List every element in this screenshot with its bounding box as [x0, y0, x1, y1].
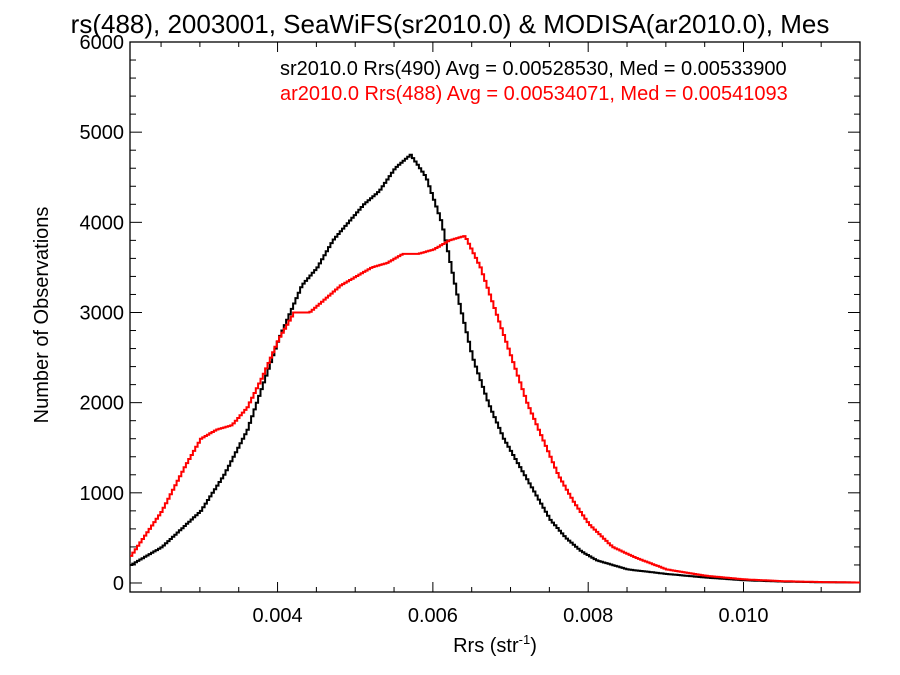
y-tick-label: 5000 [80, 122, 125, 144]
x-axis-ticks: 0.004 0.006 0.008 0.010 [160, 42, 861, 627]
plot-frame [129, 41, 861, 593]
y-tick-label: 1000 [80, 483, 125, 505]
x-tick-label: 0.010 [718, 605, 768, 627]
y-tick-label: 0 [113, 573, 124, 595]
series-line-0 [130, 153, 860, 584]
x-axis-label-superscript: -1 [519, 632, 531, 647]
legend-entry-sr2010: sr2010.0 Rrs(490) Avg = 0.00528530, Med … [280, 58, 787, 80]
y-axis-label: Number of Observations [31, 207, 53, 424]
y-tick-label: 2000 [80, 393, 125, 415]
y-tick-label: 3000 [80, 302, 125, 324]
series-layer [130, 153, 860, 584]
x-axis-label-close: ) [530, 635, 537, 657]
series-line-1 [130, 235, 860, 584]
y-axis-ticks: 0 1000 2000 3000 4000 5000 6000 [80, 32, 860, 595]
x-axis-label: Rrs (str-1) [453, 632, 537, 657]
y-tick-label: 4000 [80, 212, 125, 234]
x-axis-label-text: Rrs (str [453, 635, 519, 657]
chart-title: rs(488), 2003001, SeaWiFS(sr2010.0) & MO… [71, 9, 830, 39]
x-tick-label: 0.004 [253, 605, 303, 627]
x-tick-label: 0.008 [563, 605, 613, 627]
y-tick-label: 6000 [80, 32, 125, 54]
legend-entry-ar2010: ar2010.0 Rrs(488) Avg = 0.00534071, Med … [280, 83, 788, 105]
x-tick-label: 0.006 [408, 605, 458, 627]
